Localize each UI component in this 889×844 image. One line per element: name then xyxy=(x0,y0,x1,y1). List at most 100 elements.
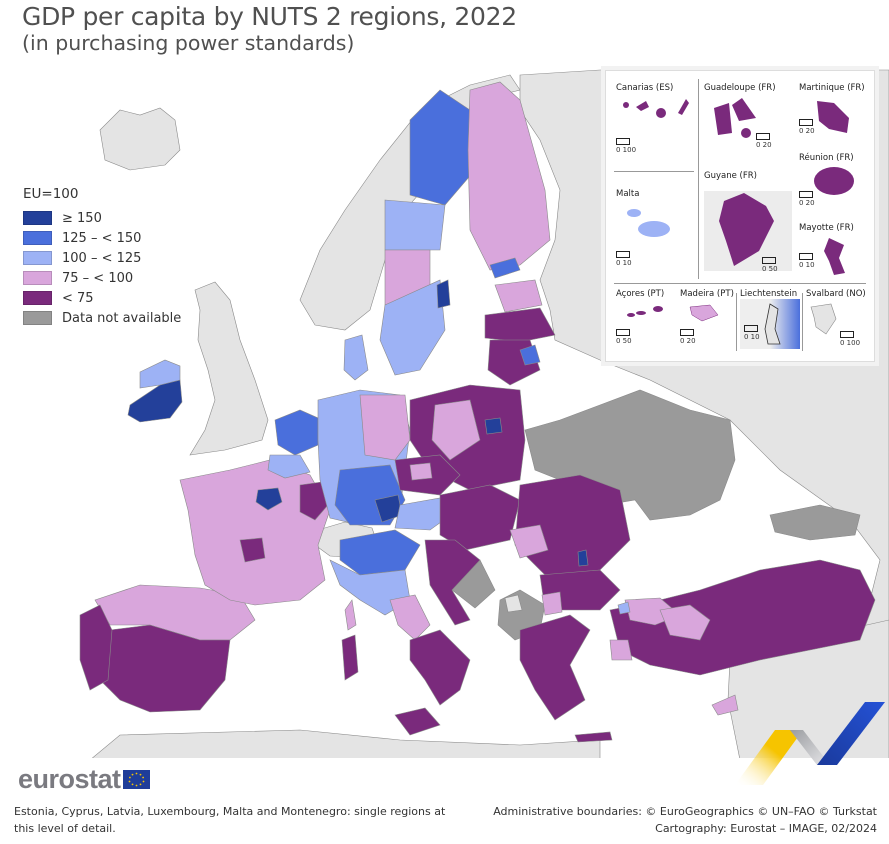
map-subtitle: (in purchasing power standards) xyxy=(22,31,355,55)
legend-swatch xyxy=(23,251,52,265)
martinique-shape xyxy=(817,101,849,133)
madeira-shape xyxy=(689,304,719,322)
georgia xyxy=(769,504,861,541)
ireland-south xyxy=(127,379,183,423)
acores-shape xyxy=(627,306,663,317)
eu-flag-icon xyxy=(122,770,150,789)
slovakia-hungary xyxy=(439,484,521,551)
izmir xyxy=(609,639,633,661)
europe-choropleth-map xyxy=(79,69,889,758)
legend-label: Data not available xyxy=(62,310,182,326)
legend-item: ≥ 150 xyxy=(23,208,181,228)
grand-est-low xyxy=(299,481,329,521)
guadeloupe-shape xyxy=(714,98,756,138)
germany-east xyxy=(359,394,411,461)
helsinki xyxy=(489,257,521,279)
inset-reunion: Réunion (FR) 0 20 xyxy=(799,153,869,207)
malta-shape xyxy=(627,209,670,237)
latvia xyxy=(484,307,556,343)
slovenia-croatia xyxy=(424,539,481,626)
sweden-south xyxy=(379,279,446,376)
logo-text: eurostat xyxy=(18,764,121,794)
sardinia xyxy=(341,634,359,681)
legend-label: 100 – < 125 xyxy=(62,250,142,266)
legend-swatch xyxy=(23,211,52,225)
legend-item: 125 – < 150 xyxy=(23,228,181,248)
denmark xyxy=(343,334,369,381)
legend-title: EU=100 xyxy=(23,186,79,202)
stockholm xyxy=(436,279,451,309)
iceland xyxy=(99,107,181,171)
romania xyxy=(514,474,631,576)
great-britain xyxy=(189,281,269,456)
belgium xyxy=(267,454,311,479)
poland-west-mid xyxy=(431,399,481,461)
mayotte-shape xyxy=(824,238,845,275)
inset-malta: Malta 0 10 xyxy=(616,189,686,267)
inset-svalbard: Svalbard (NO) 0 100 xyxy=(806,289,866,347)
footnote: Estonia, Cyprus, Latvia, Luxembourg, Mal… xyxy=(14,805,446,835)
inset-guyane: Guyane (FR) 0 50 xyxy=(704,171,792,274)
svalbard-shape xyxy=(810,303,837,335)
legend: EU=100 ≥ 150 125 – < 150 100 – < 125 75 … xyxy=(23,186,181,328)
italy-center xyxy=(389,594,431,641)
turkey xyxy=(609,559,876,676)
inset-martinique: Martinique (FR) 0 20 xyxy=(799,83,869,141)
map-title: GDP per capita by NUTS 2 regions, 2022 xyxy=(22,2,517,31)
legend-label: ≥ 150 xyxy=(62,210,102,226)
france xyxy=(179,459,331,606)
legend-item: 100 – < 125 xyxy=(23,248,181,268)
credits: Administrative boundaries: © EuroGeograp… xyxy=(493,805,877,835)
legend-label: 75 – < 100 xyxy=(62,270,134,286)
liechtenstein-shape xyxy=(740,299,800,349)
inset-acores: Açores (PT) 0 50 xyxy=(616,289,676,345)
sweden-north xyxy=(409,89,476,206)
ile-de-france xyxy=(255,487,283,511)
ireland-north xyxy=(139,359,181,389)
legend-label: 125 – < 150 xyxy=(62,230,142,246)
inset-guadeloupe: Guadeloupe (FR) 0 20 xyxy=(704,83,776,149)
sicily xyxy=(394,707,441,736)
legend-swatch xyxy=(23,311,52,325)
sweden-mid xyxy=(384,199,446,251)
italy-south xyxy=(409,629,471,706)
inset-canarias: Canarias (ES) 0 100 xyxy=(616,83,696,154)
north-africa xyxy=(91,729,601,758)
warsaw xyxy=(484,417,503,435)
legend-label: < 75 xyxy=(62,290,94,306)
vilnius xyxy=(519,344,541,366)
guyane-shape xyxy=(704,191,792,271)
inset-mayotte: Mayotte (FR) 0 10 xyxy=(799,223,869,281)
spain-north xyxy=(94,584,256,641)
legend-item: < 75 xyxy=(23,288,181,308)
prague-region xyxy=(409,462,433,481)
cyprus xyxy=(711,694,739,716)
eurostat-logo: eurostat xyxy=(18,764,150,795)
inset-liechtenstein: Liechtenstein 0 10 xyxy=(740,289,800,352)
bulgaria-sw xyxy=(541,591,563,616)
legend-item: Data not available xyxy=(23,308,181,328)
crete xyxy=(574,731,613,743)
istanbul xyxy=(617,601,631,615)
decorative-ribbon xyxy=(735,702,885,785)
canarias-shape xyxy=(623,99,689,118)
estonia xyxy=(494,279,543,313)
inset-madeira: Madeira (PT) 0 20 xyxy=(680,289,740,345)
insets-panel: Canarias (ES) 0 100 Guadeloupe (FR) 0 20… xyxy=(605,70,875,362)
bucharest xyxy=(577,549,589,567)
finland xyxy=(467,81,551,271)
ankara xyxy=(659,604,711,641)
reunion-shape xyxy=(814,167,854,195)
portugal xyxy=(79,604,113,691)
legend-swatch xyxy=(23,271,52,285)
romania-west xyxy=(509,524,549,559)
legend-item: 75 – < 100 xyxy=(23,268,181,288)
auvergne-low xyxy=(239,537,266,563)
legend-swatch xyxy=(23,231,52,245)
spain-south xyxy=(99,624,231,713)
greece xyxy=(519,614,591,721)
corsica xyxy=(344,599,357,631)
netherlands xyxy=(274,409,319,456)
kosovo xyxy=(504,594,523,613)
legend-swatch xyxy=(23,291,52,305)
